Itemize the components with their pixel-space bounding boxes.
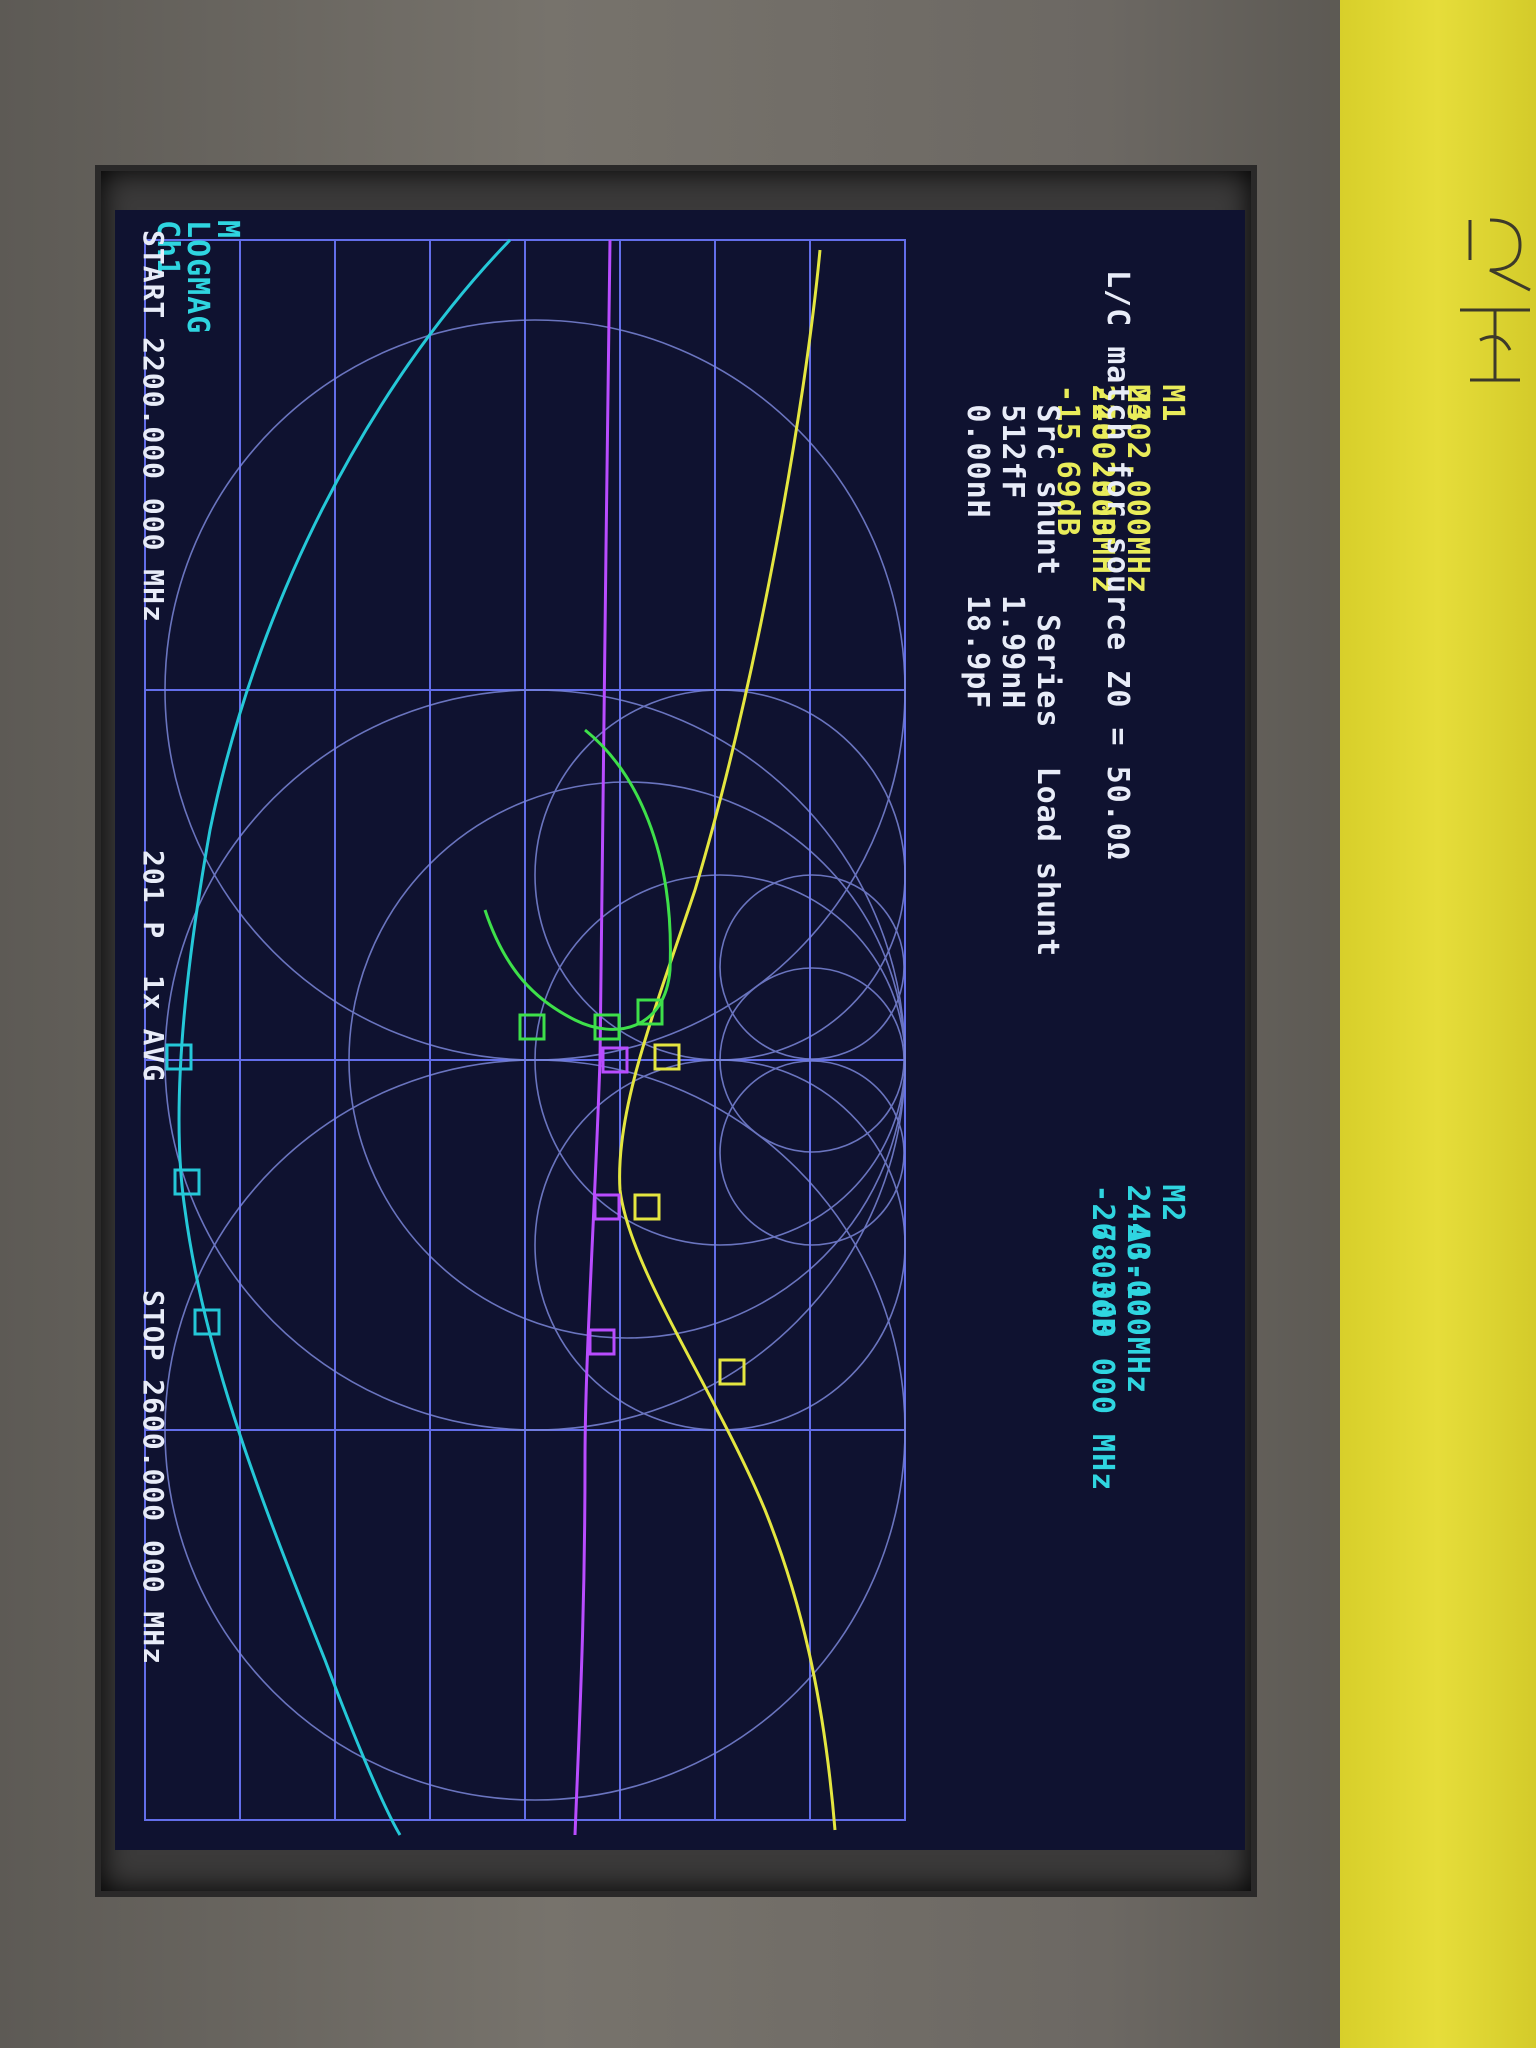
sweep-points: 201 P 1x AVG: [137, 850, 170, 1083]
markers-green: [518, 998, 664, 1041]
smith-chart-grid: [164, 319, 906, 1801]
trace-yellow: [618, 249, 837, 1831]
trace-cyan: [177, 238, 512, 1836]
sweep-start: START 2200.000 000 MHz: [137, 230, 170, 623]
markers-purple: [588, 1046, 629, 1356]
vna-screen: Ch1 LOGMAG M M1 2402.000MHz -20.23dB M3 …: [115, 210, 1245, 1850]
trace-label-m: M: [210, 220, 245, 240]
markers-yellow: [633, 1043, 746, 1386]
lc-match-row2: 0.00nH 18.9pF: [925, 290, 1030, 709]
smith-chart-plot: [144, 238, 906, 1836]
display-text-layer: Ch1 LOGMAG M M1 2402.000MHz -20.23dB M3 …: [115, 210, 1245, 1850]
trace-green: [483, 728, 672, 1031]
marker-delta-label: Δ3-1:: [1120, 1224, 1155, 1320]
marker-delta-readout: Δ3-1: 78.000 000 MHz: [1050, 1110, 1190, 1491]
plot-grid: [144, 239, 906, 1821]
trace-purple: [573, 239, 612, 1836]
lc-row2-src: 0.00nH: [960, 404, 995, 519]
lc-row2-series: 18.9pF: [960, 595, 995, 710]
handwritten-note: [1460, 218, 1531, 382]
markers-cyan: [165, 1043, 221, 1336]
sweep-stop: STOP 2600.000 000 MHz: [137, 1290, 170, 1666]
marker-delta-value: 78.000 000 MHz: [1085, 1224, 1120, 1492]
lc-header-load: Load shunt: [1030, 766, 1065, 958]
lc-match-title: L/C match for source Z0 = 50.0Ω: [1100, 270, 1135, 861]
